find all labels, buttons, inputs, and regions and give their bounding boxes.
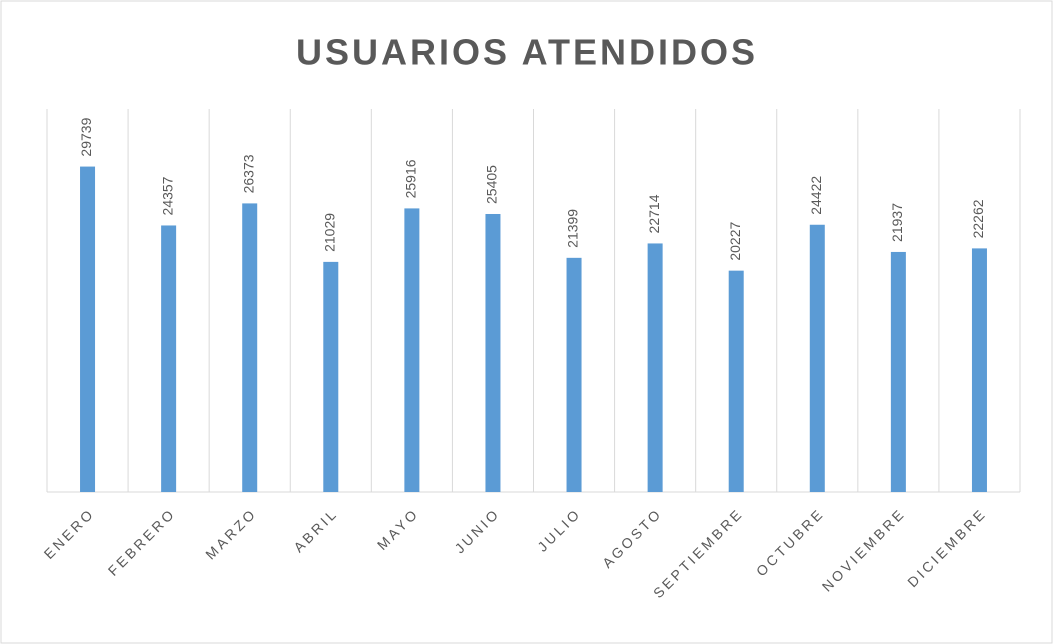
bar xyxy=(161,225,177,492)
data-label: 29739 xyxy=(78,117,94,156)
data-label: 22714 xyxy=(646,194,662,233)
data-label: 24357 xyxy=(159,176,175,215)
bar xyxy=(323,261,339,492)
bar xyxy=(566,257,582,492)
bar xyxy=(809,224,825,492)
data-label: 20227 xyxy=(727,222,743,261)
data-label: 26373 xyxy=(240,154,256,193)
bar xyxy=(80,166,96,492)
chart-title: USUARIOS ATENDIDOS xyxy=(296,32,758,73)
bar xyxy=(971,248,987,492)
bar xyxy=(242,203,258,492)
bar xyxy=(728,270,744,492)
data-label: 22262 xyxy=(970,199,986,238)
data-label: 21937 xyxy=(889,203,905,242)
data-label: 25916 xyxy=(403,159,419,198)
bar xyxy=(890,251,906,492)
data-label: 24422 xyxy=(808,176,824,215)
bar xyxy=(404,208,420,492)
bar xyxy=(647,243,663,492)
data-label: 21399 xyxy=(565,209,581,248)
bar xyxy=(485,213,501,493)
data-label: 25405 xyxy=(484,165,500,204)
data-label: 21029 xyxy=(321,213,337,252)
